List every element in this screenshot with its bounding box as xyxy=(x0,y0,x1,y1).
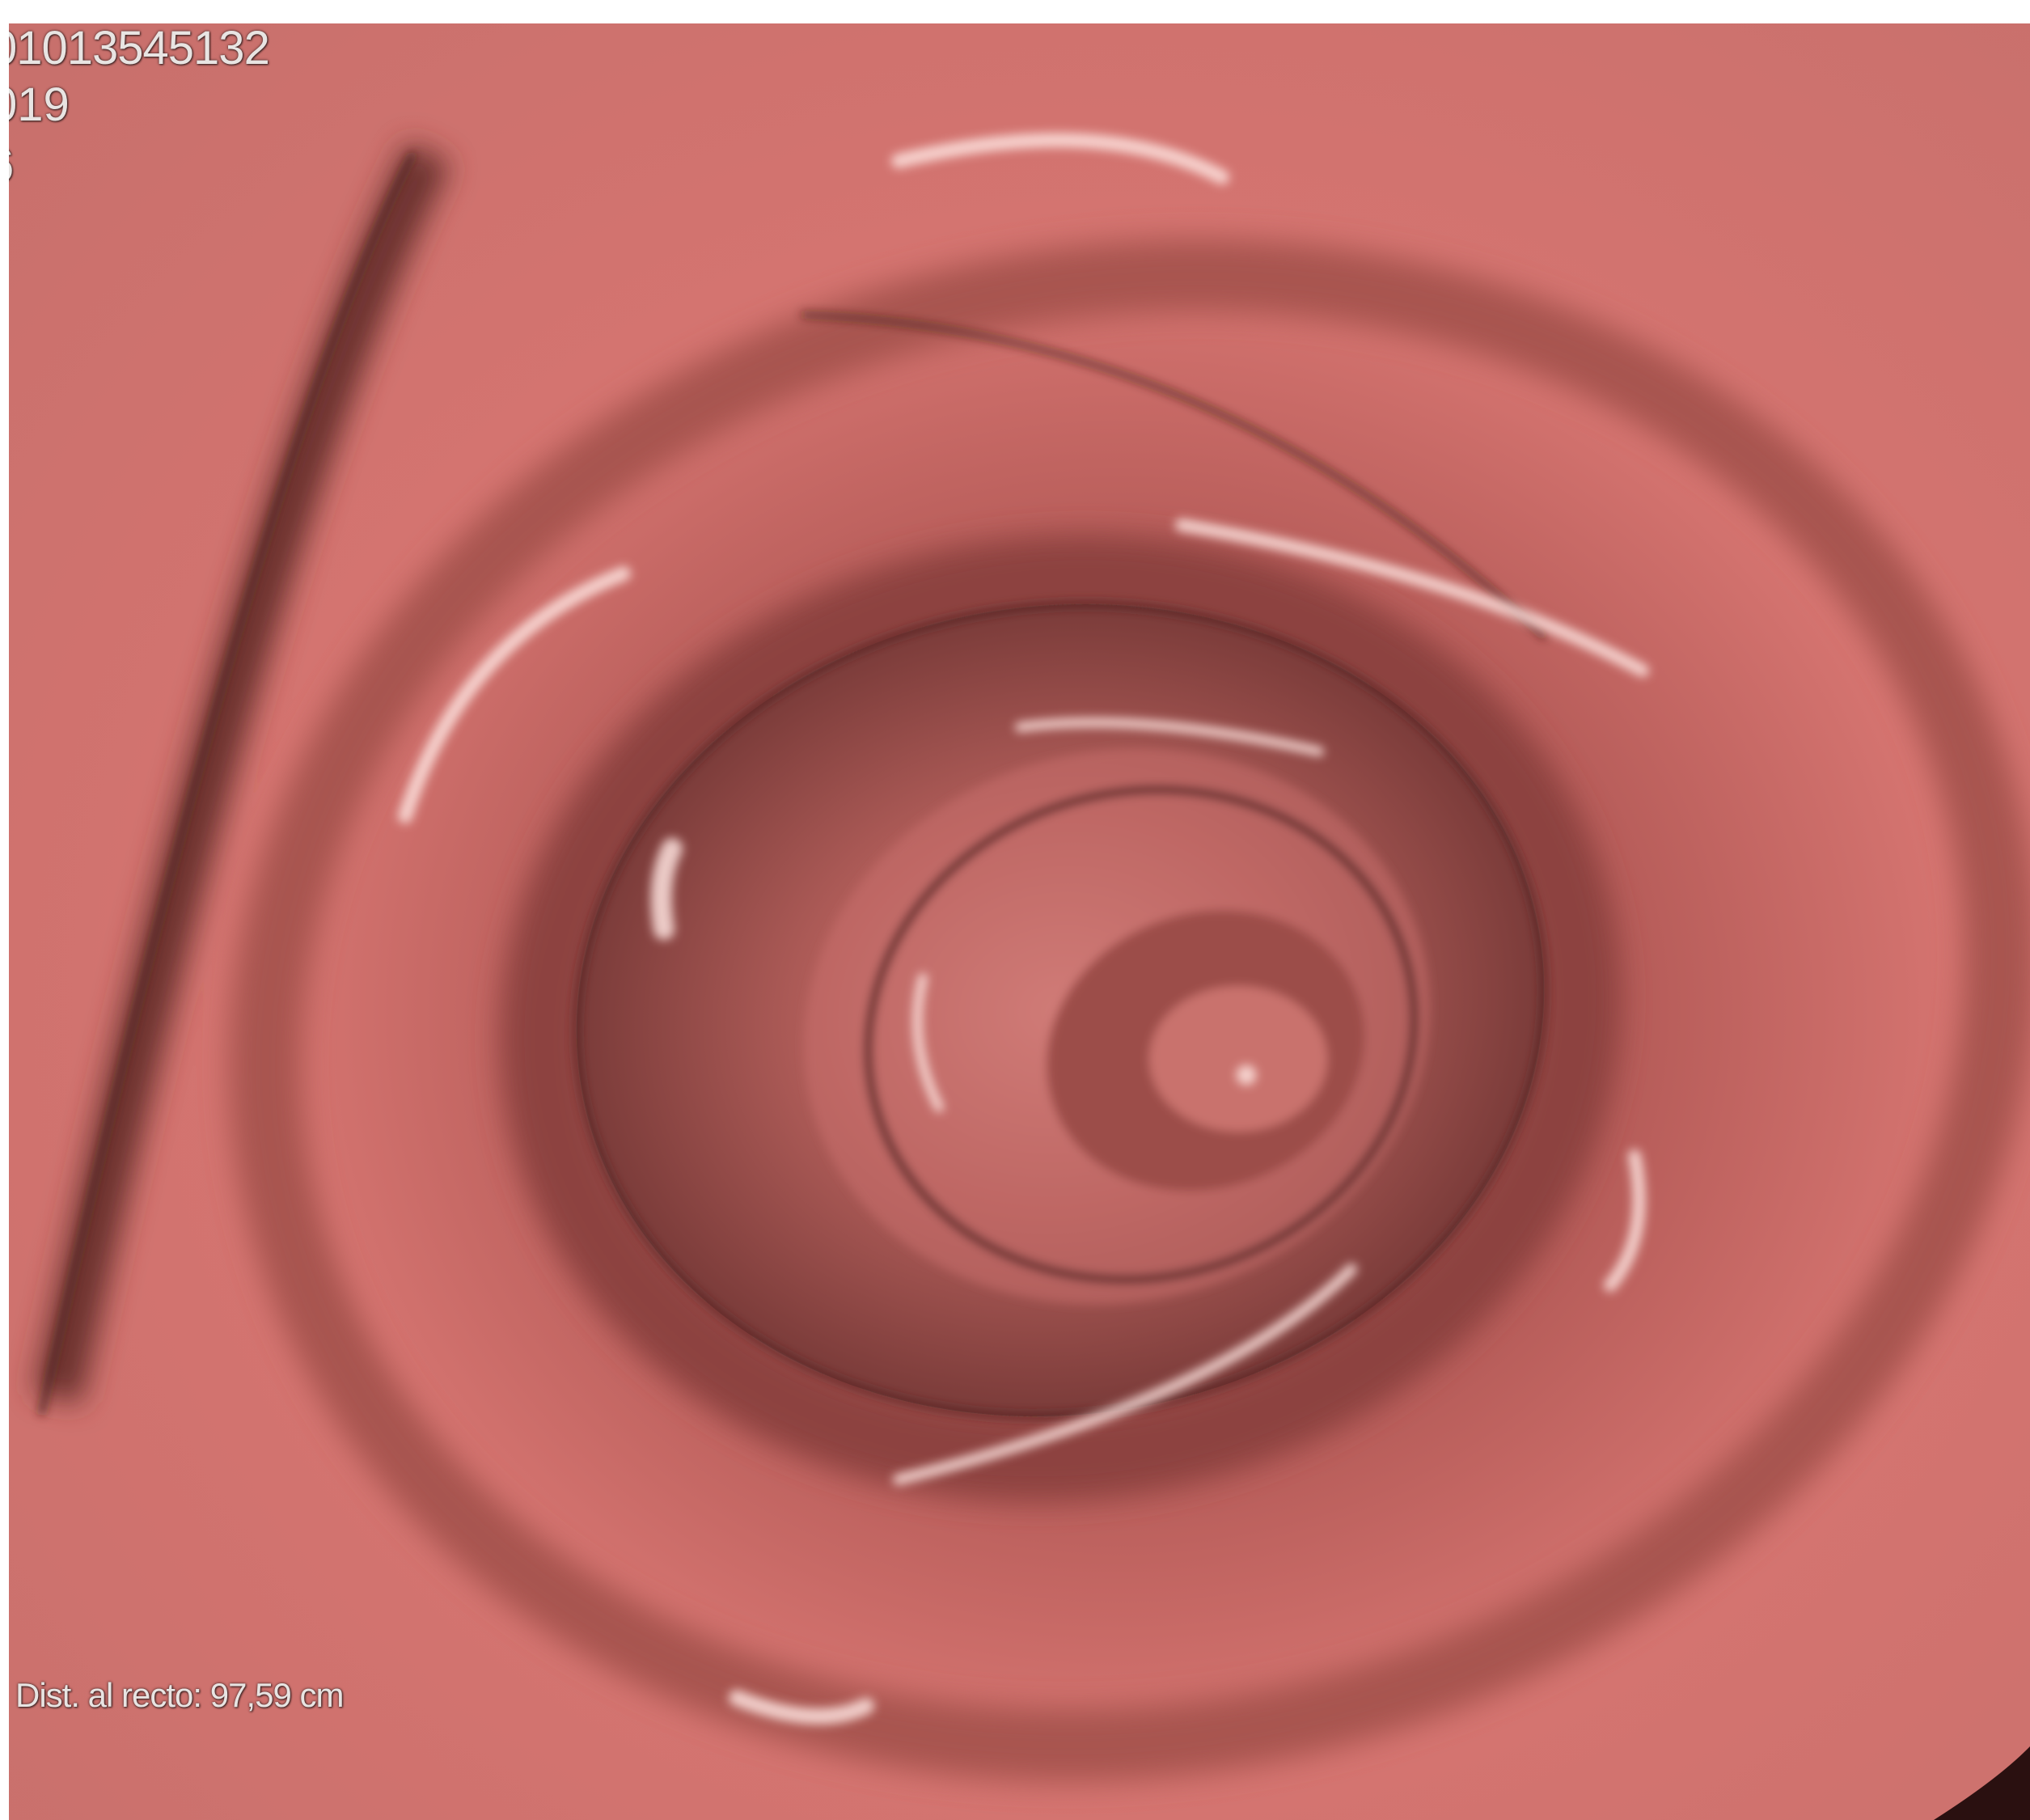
colon-rendering xyxy=(9,23,2030,1820)
endoscopy-view: 01013545132 019 6 Dist. al recto: 97,59 … xyxy=(9,23,2030,1820)
shading xyxy=(33,142,2030,1782)
series-number: 6 xyxy=(9,142,14,189)
date: 019 xyxy=(9,78,70,131)
distance-label: Dist. al recto: 97,59 cm xyxy=(15,1676,344,1714)
corner-shadow xyxy=(1934,1746,2030,1820)
highlights xyxy=(398,133,1649,1725)
patient-id: 01013545132 xyxy=(9,23,270,74)
folds xyxy=(39,151,1547,1420)
